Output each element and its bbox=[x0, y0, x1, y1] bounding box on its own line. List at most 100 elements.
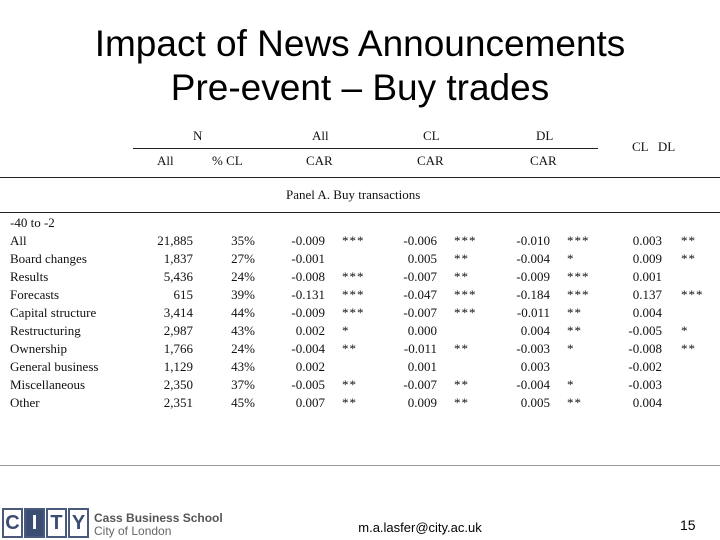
row-label: Miscellaneous bbox=[10, 377, 86, 392]
cell-pct-cl: 43% bbox=[231, 359, 255, 374]
cell-n: 2,351 bbox=[163, 395, 193, 410]
cell-car-all: 0.007 bbox=[295, 395, 325, 410]
cell-cl-dl-diff: -0.008 bbox=[628, 341, 662, 356]
sig-cl: *** bbox=[454, 305, 477, 320]
sig-cl: *** bbox=[454, 287, 477, 302]
row-label: All bbox=[10, 233, 27, 248]
subheader-all: All bbox=[157, 153, 174, 168]
subheader-car-dl: CAR bbox=[530, 153, 557, 168]
school-location: City of London bbox=[94, 524, 172, 538]
cell-car-cl: 0.001 bbox=[407, 359, 437, 374]
row-label: Results bbox=[10, 269, 49, 284]
cell-car-dl: 0.003 bbox=[520, 359, 550, 374]
footer-rule bbox=[0, 465, 720, 466]
cell-car-all: -0.005 bbox=[291, 377, 325, 392]
row-label: Restructuring bbox=[10, 323, 81, 338]
cell-car-cl: -0.006 bbox=[403, 233, 437, 248]
sig-dl: *** bbox=[567, 269, 590, 284]
cell-car-cl: 0.005 bbox=[407, 251, 437, 266]
sig-cl: ** bbox=[454, 341, 469, 356]
row-label: Forecasts bbox=[10, 287, 60, 302]
sig-cl: ** bbox=[454, 251, 469, 266]
cell-car-dl: 0.005 bbox=[520, 395, 550, 410]
cell-car-dl: -0.010 bbox=[516, 233, 550, 248]
cell-pct-cl: 39% bbox=[231, 287, 255, 302]
sig-all: ** bbox=[342, 341, 357, 356]
sig-cl: ** bbox=[454, 395, 469, 410]
header-n: N bbox=[193, 128, 203, 143]
cell-cl-dl-diff: 0.001 bbox=[632, 269, 662, 284]
row-label: Capital structure bbox=[10, 305, 97, 320]
sig-all: *** bbox=[342, 305, 365, 320]
cell-car-cl: 0.009 bbox=[407, 395, 437, 410]
cell-pct-cl: 24% bbox=[231, 269, 255, 284]
cell-car-cl: -0.007 bbox=[403, 377, 437, 392]
subheader-car-all: CAR bbox=[306, 153, 333, 168]
sig-all: *** bbox=[342, 269, 365, 284]
cell-car-cl: -0.047 bbox=[403, 287, 437, 302]
cell-cl-dl-diff: 0.137 bbox=[632, 287, 662, 302]
sig-cl: *** bbox=[454, 233, 477, 248]
cell-car-cl: -0.011 bbox=[403, 341, 437, 356]
sig-dl: ** bbox=[567, 395, 582, 410]
cell-car-all: -0.004 bbox=[291, 341, 325, 356]
cell-pct-cl: 37% bbox=[231, 377, 255, 392]
sig-all: *** bbox=[342, 233, 365, 248]
cell-car-dl: -0.184 bbox=[516, 287, 550, 302]
cell-cl-dl-diff: -0.005 bbox=[628, 323, 662, 338]
cell-pct-cl: 43% bbox=[231, 323, 255, 338]
sig-diff: ** bbox=[681, 251, 696, 266]
cell-car-all: -0.008 bbox=[291, 269, 325, 284]
cell-car-dl: -0.004 bbox=[516, 377, 550, 392]
row-label: Ownership bbox=[10, 341, 68, 356]
cell-car-all: -0.009 bbox=[291, 305, 325, 320]
row-label: Board changes bbox=[10, 251, 87, 266]
cell-car-cl: -0.007 bbox=[403, 269, 437, 284]
sig-dl: *** bbox=[567, 233, 590, 248]
cell-n: 2,350 bbox=[163, 377, 193, 392]
cell-car-all: -0.009 bbox=[291, 233, 325, 248]
row-label: Other bbox=[10, 395, 40, 410]
cell-car-all: 0.002 bbox=[295, 323, 325, 338]
cell-n: 5,436 bbox=[163, 269, 193, 284]
cell-car-all: -0.001 bbox=[291, 251, 325, 266]
cell-n: 1,129 bbox=[163, 359, 193, 374]
sig-diff: ** bbox=[681, 233, 696, 248]
cell-cl-dl-diff: -0.003 bbox=[628, 377, 662, 392]
sig-dl: * bbox=[567, 341, 575, 356]
page-number: 15 bbox=[680, 517, 696, 533]
cell-car-dl: -0.009 bbox=[516, 269, 550, 284]
slide-title-line2: Pre-event – Buy trades bbox=[170, 67, 550, 108]
sig-diff: *** bbox=[681, 287, 704, 302]
header-all: All bbox=[312, 128, 329, 143]
cell-car-all: 0.002 bbox=[295, 359, 325, 374]
cell-car-dl: 0.004 bbox=[520, 323, 550, 338]
sig-all: ** bbox=[342, 395, 357, 410]
sig-diff: ** bbox=[681, 341, 696, 356]
logo-letter-y: Y bbox=[68, 508, 89, 538]
subheader-car-cl: CAR bbox=[417, 153, 444, 168]
panel-title: Panel A. Buy transactions bbox=[286, 187, 421, 202]
sig-cl: ** bbox=[454, 269, 469, 284]
cell-cl-dl-diff: 0.009 bbox=[632, 251, 662, 266]
cell-car-dl: -0.003 bbox=[516, 341, 550, 356]
header-cl: CL bbox=[423, 128, 440, 143]
rule-panel bbox=[0, 212, 720, 213]
sig-all: *** bbox=[342, 287, 365, 302]
cell-pct-cl: 35% bbox=[231, 233, 255, 248]
cell-cl-dl-diff: -0.002 bbox=[628, 359, 662, 374]
sig-all: * bbox=[342, 323, 350, 338]
logo-letter-c: C bbox=[2, 508, 23, 538]
cell-car-all: -0.131 bbox=[291, 287, 325, 302]
cell-n: 21,885 bbox=[157, 233, 193, 248]
cell-n: 3,414 bbox=[163, 305, 193, 320]
row-label: General business bbox=[10, 359, 99, 374]
cell-cl-dl-diff: 0.004 bbox=[632, 395, 662, 410]
cell-n: 2,987 bbox=[163, 323, 193, 338]
header-rule bbox=[133, 148, 598, 149]
rule-top bbox=[0, 177, 720, 178]
slide-title: Impact of News Announcements Pre-event –… bbox=[0, 22, 720, 110]
cell-n: 615 bbox=[173, 287, 194, 302]
sig-dl: *** bbox=[567, 287, 590, 302]
cell-cl-dl-diff: 0.003 bbox=[632, 233, 662, 248]
